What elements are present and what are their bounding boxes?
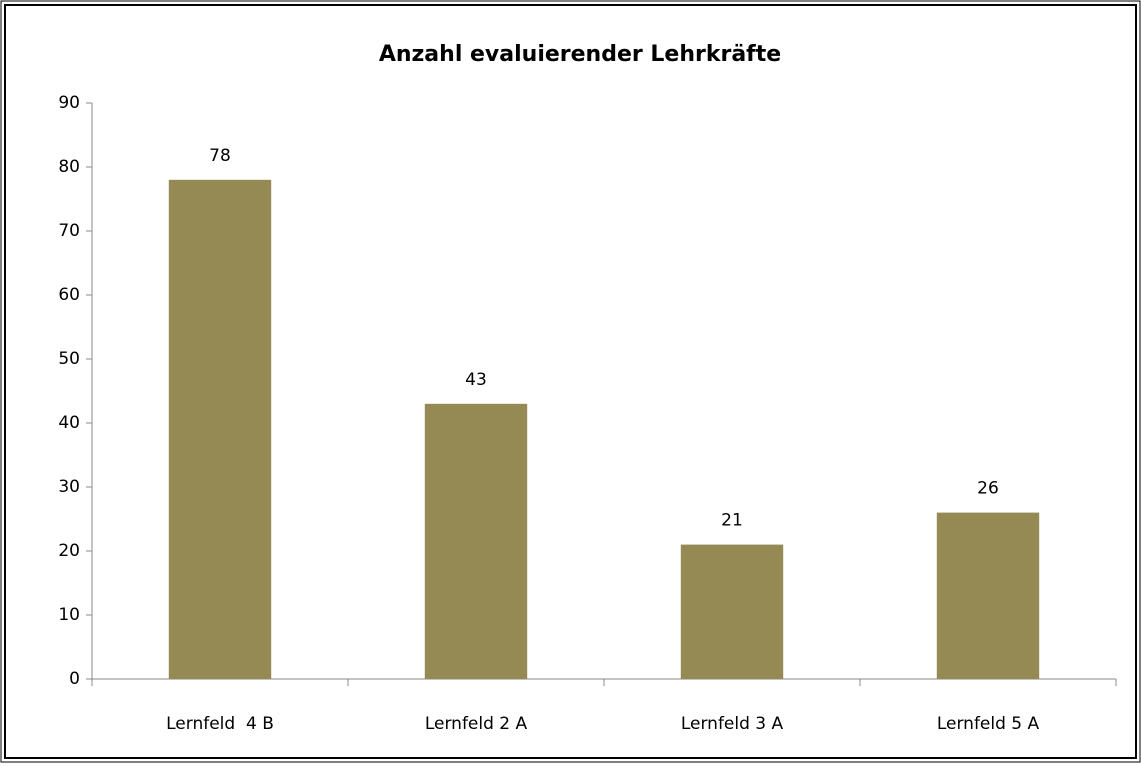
y-tick-label: 20 — [58, 541, 80, 561]
data-label: 43 — [465, 370, 487, 390]
bar — [936, 512, 1040, 679]
y-tick-label: 50 — [58, 349, 80, 369]
y-tick-label: 10 — [58, 605, 80, 625]
y-tick-label: 90 — [58, 93, 80, 113]
data-label: 21 — [721, 511, 743, 531]
data-label: 26 — [977, 479, 999, 499]
bar — [168, 179, 272, 680]
y-tick-label: 0 — [69, 669, 80, 689]
x-tick-label: Lernfeld 5 A — [937, 714, 1040, 734]
x-tick-label: Lernfeld 2 A — [425, 714, 528, 734]
y-tick-label: 60 — [58, 285, 80, 305]
data-label: 78 — [209, 146, 231, 166]
x-tick-label: Lernfeld 4 B — [166, 714, 274, 734]
chart-border — [4, 4, 1137, 759]
y-tick-label: 30 — [58, 477, 80, 497]
y-tick-label: 40 — [58, 413, 80, 433]
bar — [680, 544, 784, 679]
x-tick-label: Lernfeld 3 A — [681, 714, 784, 734]
bar — [424, 403, 528, 679]
y-tick-label: 80 — [58, 157, 80, 177]
chart-title: Anzahl evaluierender Lehrkräfte — [379, 42, 781, 67]
y-tick-label: 70 — [58, 221, 80, 241]
